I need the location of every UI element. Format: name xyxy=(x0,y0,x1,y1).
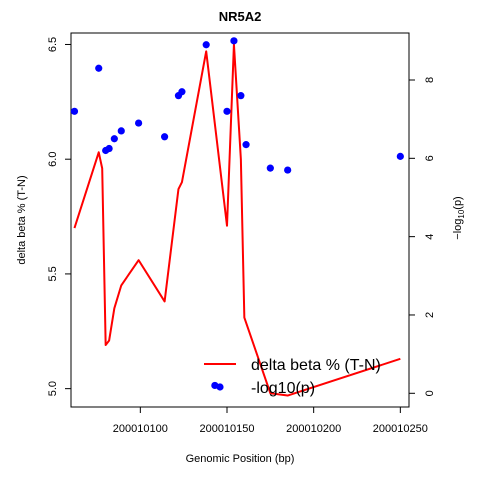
legend-label: -log10(p) xyxy=(251,380,315,397)
neglog10p-point xyxy=(135,119,143,127)
y-tick-label: 5.0 xyxy=(47,381,59,396)
neglog10p-point xyxy=(266,164,274,172)
x-tick-label: 200010150 xyxy=(199,423,254,435)
neglog10p-point xyxy=(178,88,186,96)
neglog10p-point xyxy=(230,37,238,45)
y2-axis-label: −log10(p) xyxy=(452,196,466,239)
y-tick-label: 5.5 xyxy=(47,266,59,281)
neglog10p-point xyxy=(284,166,292,174)
y-tick-label: 6.5 xyxy=(47,37,59,52)
neglog10p-point xyxy=(242,141,250,149)
neglog10p-point xyxy=(117,127,125,135)
neglog10p-point xyxy=(105,144,113,153)
y2-tick-label: 6 xyxy=(424,155,436,161)
x-tick-label: 200010100 xyxy=(113,423,168,435)
neglog10p-point xyxy=(223,107,231,115)
y2-axis-label-base: 10 xyxy=(457,209,466,218)
neglog10p-point xyxy=(237,92,245,100)
delta-beta-line xyxy=(73,43,401,397)
y2-axis: 0 2 4 6 8 xyxy=(408,77,436,396)
x-tick-label: 200010200 xyxy=(286,423,341,435)
neglog10p-point xyxy=(161,133,169,141)
neglog10p-point xyxy=(95,64,103,72)
neglog10p-point xyxy=(396,152,404,160)
y2-tick-label: 8 xyxy=(424,77,436,83)
y2-tick-label: 4 xyxy=(424,234,436,240)
legend: delta beta % (T-N) -log10(p) xyxy=(204,357,381,397)
x-axis-label: Genomic Position (bp) xyxy=(186,453,295,465)
y-axis: 5.0 5.5 6.0 6.5 xyxy=(47,37,72,396)
neglog10p-point xyxy=(202,41,210,49)
y2-axis-label-suffix: (p) xyxy=(452,196,464,209)
neglog10p-point xyxy=(110,135,118,143)
y2-tick-label: 2 xyxy=(424,312,436,318)
y-tick-label: 6.0 xyxy=(47,152,59,167)
neglog10p-series xyxy=(70,37,404,390)
y2-tick-label: 0 xyxy=(424,390,436,396)
x-tick-label: 200010250 xyxy=(373,423,428,435)
legend-label: delta beta % (T-N) xyxy=(251,357,381,374)
x-axis: 200010100 200010150 200010200 200010250 xyxy=(113,406,428,435)
chart-title: NR5A2 xyxy=(219,9,262,24)
legend-point-swatch xyxy=(216,383,224,391)
delta-beta-series xyxy=(73,43,401,397)
y-axis-label: delta beta % (T-N) xyxy=(16,175,28,264)
y2-axis-label-prefix: −log xyxy=(452,219,464,240)
neglog10p-point xyxy=(70,107,79,115)
